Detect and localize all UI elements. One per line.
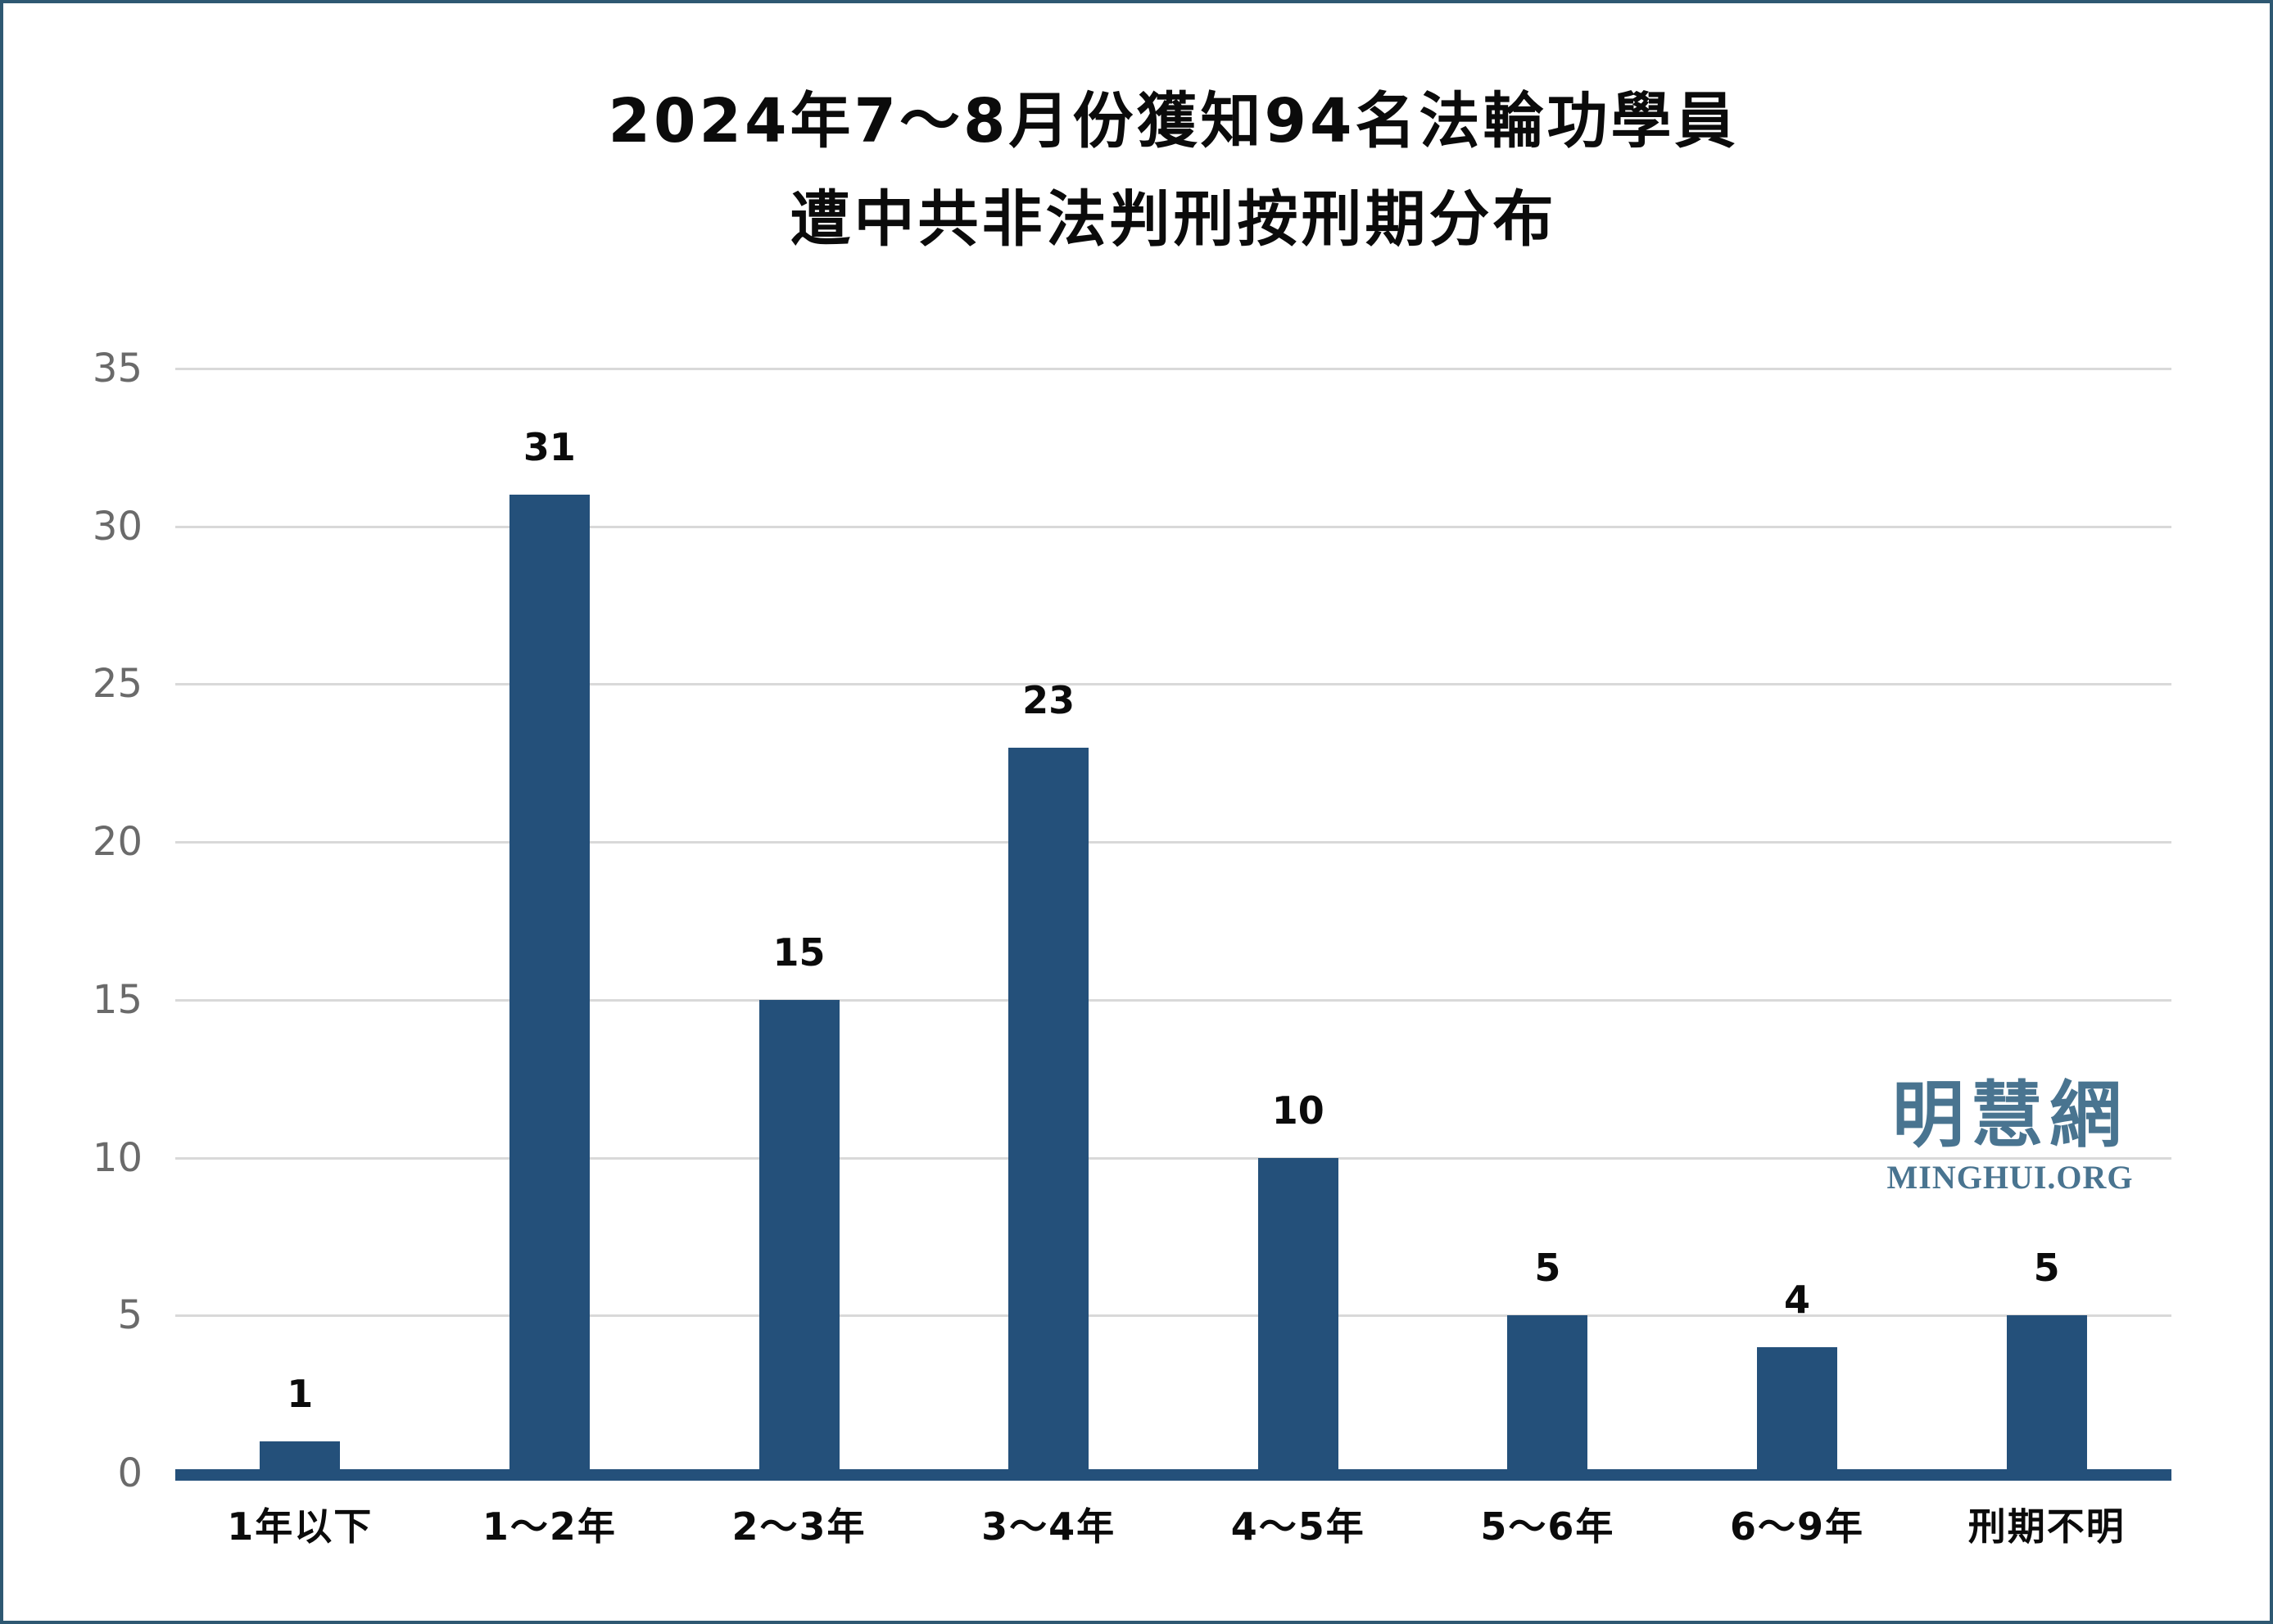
bar-3～4年 — [1008, 747, 1089, 1475]
chart-title-line2: 遭中共非法判刑按刑期分布 — [790, 184, 1557, 255]
bar-value-label-1～2年: 31 — [523, 425, 576, 470]
y-axis-tick-label-20: 20 — [92, 819, 143, 866]
gridline-y-30 — [175, 525, 2171, 528]
bar-5～6年 — [1507, 1315, 1588, 1475]
y-axis-tick-label-5: 5 — [117, 1292, 143, 1339]
y-axis-tick-label-30: 30 — [92, 503, 143, 550]
x-axis-category-label-1～2年: 1～2年 — [482, 1504, 617, 1549]
y-axis-tick-label-25: 25 — [92, 661, 143, 708]
chart-title-line1: 2024年7～8月份獲知94名法輪功學員 — [608, 86, 1739, 156]
y-axis-tick-label-35: 35 — [92, 346, 143, 391]
bar-value-label-4～5年: 10 — [1271, 1088, 1324, 1133]
x-axis-category-label-2～3年: 2～3年 — [731, 1504, 867, 1549]
bar-value-label-3～4年: 23 — [1022, 677, 1075, 722]
bar-4～5年 — [1257, 1157, 1338, 1475]
bar-value-label-6～9年: 4 — [1784, 1277, 1811, 1322]
y-axis-tick-label-10: 10 — [92, 1134, 143, 1181]
bar-value-label-5～6年: 5 — [1534, 1246, 1561, 1291]
gridline-y-35 — [175, 368, 2171, 370]
gridline-y-10 — [175, 1156, 2171, 1160]
bar-2～3年 — [758, 999, 840, 1475]
gridline-y-15 — [175, 998, 2171, 1002]
watermark-cjk-text: 明慧網 — [1891, 1073, 2128, 1157]
y-axis-tick-label-0: 0 — [117, 1450, 143, 1496]
bar-value-label-1年以下: 1 — [287, 1372, 314, 1417]
bar-value-label-刑期不明: 5 — [2033, 1246, 2060, 1291]
x-axis-line — [175, 1469, 2171, 1481]
gridline-y-20 — [175, 841, 2171, 844]
bar-1～2年 — [509, 495, 590, 1475]
x-axis-category-label-5～6年: 5～6年 — [1480, 1504, 1615, 1549]
bar-value-label-2～3年: 15 — [772, 930, 826, 975]
chart-title: 2024年7～8月份獲知94名法輪功學員 遭中共非法判刑按刑期分布 — [175, 72, 2171, 269]
bar-刑期不明 — [2006, 1315, 2087, 1475]
watermark-latin-text: MINGHUI.ORG — [1886, 1159, 2134, 1196]
y-axis-tick-label-15: 15 — [92, 976, 143, 1023]
bar-6～9年 — [1757, 1346, 1838, 1475]
x-axis-category-label-刑期不明: 刑期不明 — [1967, 1504, 2126, 1549]
x-axis-category-label-4～5年: 4～5年 — [1230, 1504, 1365, 1549]
x-axis-category-label-1年以下: 1年以下 — [227, 1504, 374, 1549]
gridline-y-25 — [175, 683, 2171, 686]
x-axis-category-label-6～9年: 6～9年 — [1730, 1504, 1865, 1549]
gridline-y-5 — [175, 1314, 2171, 1318]
x-axis-category-label-3～4年: 3～4年 — [981, 1504, 1116, 1549]
